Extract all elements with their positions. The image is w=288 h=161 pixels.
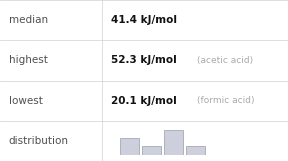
- Text: highest: highest: [9, 55, 48, 65]
- Text: (formic acid): (formic acid): [197, 96, 255, 105]
- Bar: [120, 138, 139, 155]
- Text: lowest: lowest: [9, 96, 43, 106]
- Bar: [164, 130, 183, 155]
- Bar: [186, 146, 205, 155]
- Text: 52.3 kJ/mol: 52.3 kJ/mol: [111, 55, 177, 65]
- Text: distribution: distribution: [9, 136, 69, 146]
- Bar: [143, 146, 161, 155]
- Text: 20.1 kJ/mol: 20.1 kJ/mol: [111, 96, 177, 106]
- Text: median: median: [9, 15, 48, 25]
- Text: 41.4 kJ/mol: 41.4 kJ/mol: [111, 15, 177, 25]
- Text: (acetic acid): (acetic acid): [197, 56, 253, 65]
